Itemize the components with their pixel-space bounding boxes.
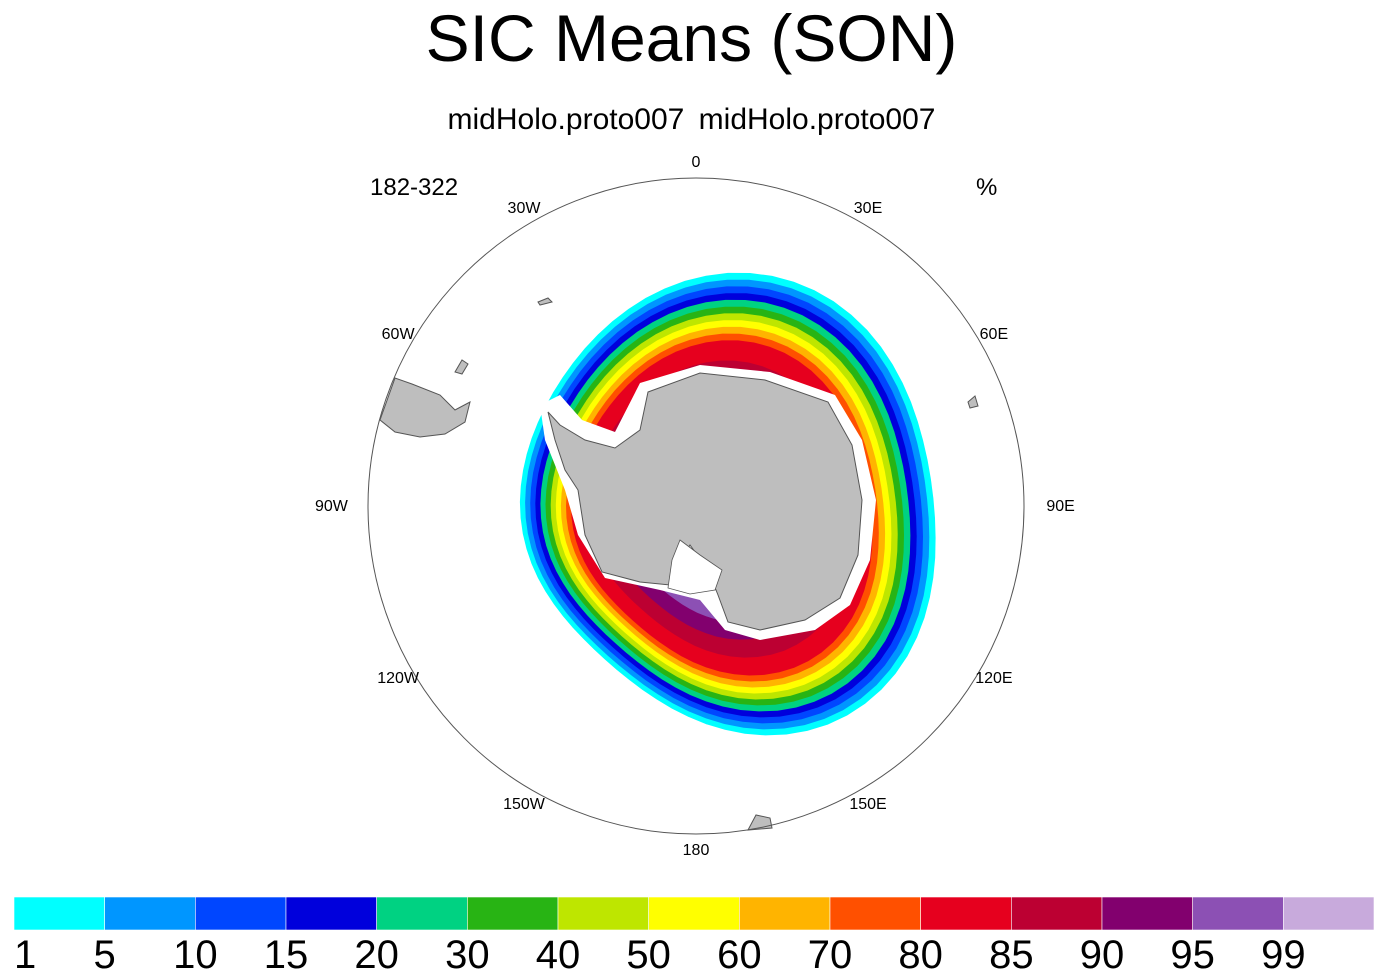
map-boundary (367, 177, 1025, 835)
colorbar-box (920, 896, 1012, 931)
units-label: % (976, 174, 998, 201)
colorbar-box (13, 896, 105, 931)
colorbar-box (557, 896, 649, 931)
plot-title: SIC Means (SON) (425, 1, 958, 75)
colorbar-box (1192, 896, 1284, 931)
colorbar-box (104, 896, 196, 931)
colorbar-label: 99 (1261, 933, 1306, 977)
colorbar-box (285, 896, 377, 931)
lon-label: 90W (315, 498, 349, 515)
lon-label: 150W (503, 796, 546, 813)
lon-label: 0 (692, 154, 701, 171)
colorbar-box (195, 896, 287, 931)
lon-label: 30W (508, 200, 542, 217)
colorbar-label: 80 (898, 933, 943, 977)
colorbar-label: 40 (536, 933, 581, 977)
lon-label: 60E (980, 326, 1008, 343)
colorbar-label: 85 (989, 933, 1034, 977)
falkland-islands (454, 359, 469, 375)
colorbar-box (1283, 896, 1375, 931)
colorbar-box (1011, 896, 1103, 931)
lon-label: 180 (683, 842, 710, 859)
colorbar-label: 95 (1170, 933, 1215, 977)
colorbar-box (467, 896, 559, 931)
ross-ice-shelf (667, 539, 723, 595)
colorbar-label: 50 (626, 933, 671, 977)
colorbar-label: 15 (264, 933, 309, 977)
antarctica-land (540, 365, 876, 640)
colorbar-label: 1 (14, 933, 36, 977)
south-georgia (537, 297, 553, 306)
lon-label: 90E (1046, 498, 1074, 515)
colorbar-box (829, 896, 921, 931)
south-america-tip (379, 377, 471, 438)
colorbar-label: 60 (717, 933, 762, 977)
colorbar-box (1101, 896, 1193, 931)
colorbar-box (376, 896, 468, 931)
colorbar-label: 30 (445, 933, 490, 977)
colorbar-label: 5 (94, 933, 116, 977)
lon-label: 120E (975, 670, 1012, 687)
lon-label: 60W (382, 326, 416, 343)
time-range-label: 182-322 (370, 174, 459, 201)
lon-label: 150E (849, 796, 886, 813)
colorbar: 1 5 10 15 20 30 40 50 60 70 80 85 90 95 99 (13, 896, 1375, 977)
colorbar-label: 20 (354, 933, 399, 977)
lon-label: 120W (377, 670, 420, 687)
kerguelen-island (967, 395, 979, 409)
colorbar-label: 70 (808, 933, 853, 977)
plot-subtitle: midHolo.proto007 midHolo.proto007 (447, 103, 936, 136)
colorbar-box (648, 896, 740, 931)
longitude-labels: 0 30E 60E 90E 120E 150E 180 150W 120W 90W 60W 30W (315, 154, 1075, 859)
lon-label: 30E (854, 200, 882, 217)
colorbar-label: 90 (1080, 933, 1125, 977)
colorbar-box (739, 896, 831, 931)
colorbar-label: 10 (173, 933, 218, 977)
